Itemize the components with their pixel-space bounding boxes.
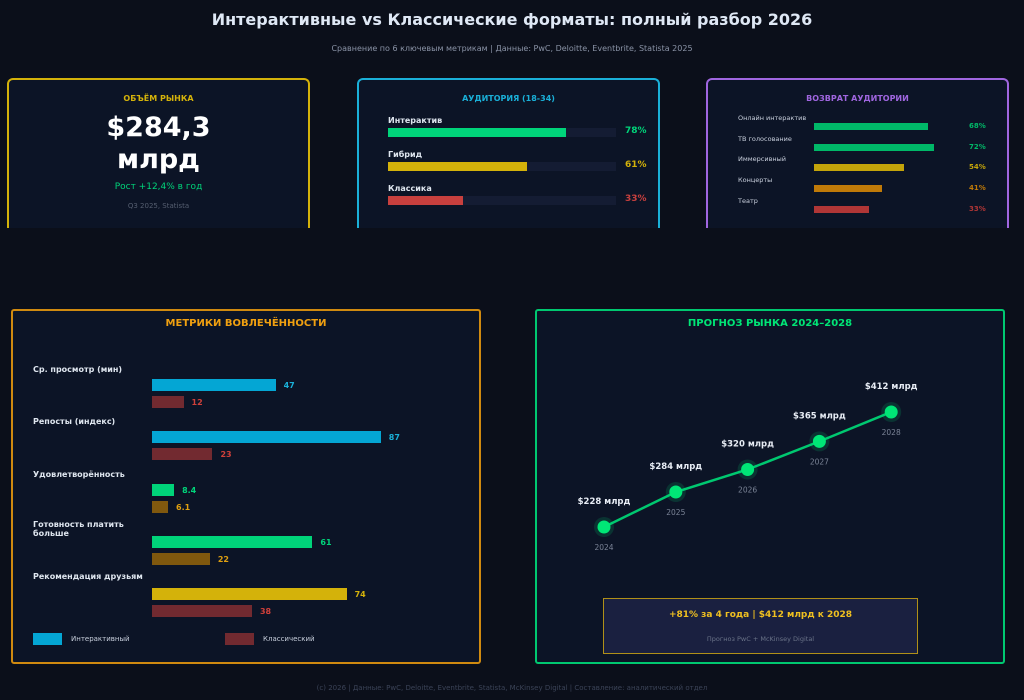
- panel-title: МЕТРИКИ ВОВЛЕЧЁННОСТИ: [165, 318, 327, 329]
- audience-bar: [388, 196, 464, 205]
- card-title: ОБЪЁМ РЫНКА: [123, 94, 194, 103]
- forecast-headline: +81% за 4 года | $412 млрд к 2028: [668, 610, 853, 620]
- legend-label: Интерактивный: [71, 635, 130, 643]
- return-value: 54%: [969, 163, 986, 172]
- return-value: 68%: [969, 122, 986, 130]
- return-label: ТВ голосование: [738, 134, 792, 143]
- audience-card: АУДИТОРИЯ (18-34) Интерактив 78% Гибрид 61%…: [357, 78, 660, 228]
- bar-value-label: 47: [283, 381, 295, 390]
- audience-bar-track: [388, 196, 616, 205]
- interactive-bar: [152, 379, 276, 391]
- return-bar: [814, 143, 935, 151]
- interactive-bar: [152, 431, 381, 444]
- page-title: Интерактивные vs Классические форматы: п…: [211, 10, 813, 29]
- engagement-panel: МЕТРИКИ ВОВЛЕЧЁННОСТИ Ср. просмотр (мин)…: [11, 309, 481, 664]
- return-card: ВОЗВРАТ АУДИТОРИИ Онлайн интерактив 68% ТВ…: [706, 78, 1009, 228]
- legend-swatch: [33, 633, 62, 645]
- bar-value-label: 74: [354, 590, 366, 600]
- audience-bar: [388, 162, 528, 171]
- card-title: ВОЗВРАТ АУДИТОРИИ: [806, 94, 909, 103]
- data-point: [884, 405, 898, 419]
- value-label: $228 млрд: [578, 497, 631, 507]
- page-subtitle: Сравнение по 6 ключевым метрикам | Данны…: [331, 44, 693, 53]
- market-value: $284,3: [106, 112, 211, 143]
- year-label: 2026: [738, 486, 757, 495]
- return-bar: [814, 123, 928, 130]
- return-label: Иммерсивный: [738, 155, 787, 164]
- source-text: Q3 2025, Statista: [127, 202, 190, 210]
- year-label: 2028: [882, 428, 901, 437]
- classic-bar: [152, 448, 213, 461]
- market-value-unit: млрд: [117, 144, 200, 175]
- return-bar: [814, 164, 905, 172]
- category-label: Удовлетворённость: [33, 469, 125, 479]
- classic-bar: [152, 396, 184, 408]
- interactive-bar: [152, 535, 313, 548]
- value-label: $284 млрд: [649, 462, 702, 472]
- market-size-card: ОБЪЁМ РЫНКА $284,3 млрд Рост +12,4% в го…: [7, 78, 310, 228]
- audience-label: Классика: [388, 184, 432, 193]
- year-label: 2027: [810, 457, 829, 466]
- bar-value-label: 6.1: [176, 502, 191, 512]
- return-bar: [814, 205, 870, 213]
- legend-swatch: [225, 633, 254, 645]
- bar-value-label: 8.4: [182, 485, 197, 495]
- return-value: 72%: [969, 142, 986, 151]
- forecast-source: Прогноз PwC + McKinsey Digital: [706, 635, 815, 643]
- forecast-panel: ПРОГНОЗ РЫНКА 2024–2028 $228 млрд 2024 $28…: [535, 309, 1005, 664]
- audience-bar: [388, 128, 566, 137]
- forecast-summary-box: +81% за 4 года | $412 млрд к 2028 Прогно…: [603, 598, 918, 654]
- interactive-bar: [152, 588, 347, 601]
- category-label: Рекомендация друзьям: [33, 572, 143, 582]
- data-point: [669, 485, 683, 499]
- data-point: [741, 463, 755, 476]
- data-point: [812, 434, 826, 448]
- interactive-bar: [152, 483, 175, 496]
- forecast-line-chart: $228 млрд 2024 $284 млрд 2025 $320 млрд 2026 $…: [578, 382, 918, 552]
- audience-value: 61%: [625, 160, 647, 170]
- classic-bar: [152, 500, 169, 513]
- audience-value: 33%: [625, 194, 647, 204]
- return-label: Онлайн интерактив: [738, 114, 807, 122]
- card-title: АУДИТОРИЯ (18-34): [462, 94, 555, 103]
- category-label: Репосты (индекс): [33, 417, 116, 427]
- year-label: 2025: [666, 508, 685, 517]
- value-label: $320 млрд: [721, 440, 774, 450]
- category-label: Готовность платить больше: [33, 519, 124, 538]
- growth-text: Рост +12,4% в год: [114, 182, 203, 192]
- category-label: Ср. просмотр (мин): [33, 365, 123, 374]
- panel-title: ПРОГНОЗ РЫНКА 2024–2028: [687, 318, 853, 329]
- return-label: Концерты: [738, 176, 773, 185]
- audience-label: Интерактив: [388, 116, 443, 125]
- footer: (c) 2026 | Данные: PwC, Deloitte, Eventb…: [316, 684, 708, 692]
- bar-value-label: 87: [388, 433, 400, 443]
- audience-value: 78%: [625, 126, 647, 136]
- return-bar: [814, 185, 883, 193]
- bar-value-label: 23: [220, 450, 232, 460]
- return-label: Театр: [738, 196, 758, 205]
- bar-value-label: 22: [217, 554, 229, 564]
- bar-value-label: 38: [259, 607, 272, 617]
- return-value: 41%: [969, 184, 986, 193]
- bar-value-label: 12: [191, 398, 203, 407]
- value-label: $365 млрд: [793, 411, 846, 421]
- return-value: 33%: [969, 204, 986, 213]
- year-label: 2024: [594, 543, 613, 552]
- classic-bar: [152, 605, 252, 618]
- audience-label: Гибрид: [388, 150, 423, 159]
- classic-bar: [152, 552, 210, 565]
- value-label: $412 млрд: [865, 382, 918, 392]
- legend-label: Классический: [263, 635, 315, 643]
- bar-value-label: 61: [320, 537, 332, 547]
- data-point: [597, 520, 611, 534]
